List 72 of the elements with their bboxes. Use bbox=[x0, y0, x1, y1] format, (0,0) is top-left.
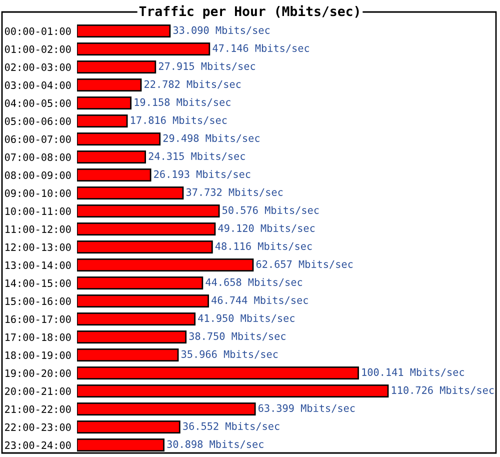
bar bbox=[77, 330, 187, 344]
bar bbox=[77, 42, 210, 56]
y-tick-label: 05:00-06:00 bbox=[4, 117, 71, 126]
data-label: 38.750 Mbits/sec bbox=[189, 332, 286, 341]
bar bbox=[77, 114, 128, 128]
y-tick-label: 06:00-07:00 bbox=[4, 135, 71, 144]
chart-title: Traffic per Hour (Mbits/sec) bbox=[139, 5, 359, 19]
data-label: 27.915 Mbits/sec bbox=[158, 62, 255, 71]
data-label: 48.116 Mbits/sec bbox=[215, 242, 312, 251]
y-tick-label: 18:00-19:00 bbox=[6, 351, 71, 360]
data-label: 50.576 Mbits/sec bbox=[222, 206, 319, 215]
bar bbox=[77, 384, 389, 398]
data-label: 46.744 Mbits/sec bbox=[212, 296, 308, 305]
y-tick-label: 15:00-16:00 bbox=[6, 297, 71, 306]
bar bbox=[77, 222, 216, 236]
bar bbox=[77, 96, 132, 110]
data-label: 35.966 Mbits/sec bbox=[181, 350, 278, 359]
bar bbox=[77, 240, 213, 254]
y-tick-label: 21:00-22:00 bbox=[5, 405, 71, 414]
y-tick-label: 03:00-04:00 bbox=[4, 81, 71, 90]
y-tick-label: 12:00-13:00 bbox=[6, 243, 71, 252]
bar bbox=[77, 78, 142, 92]
bar bbox=[77, 258, 254, 272]
y-tick-label: 13:00-14:00 bbox=[6, 261, 71, 270]
y-tick-label: 10:00-11:00 bbox=[6, 207, 71, 216]
y-tick-label: 09:00-10:00 bbox=[4, 189, 71, 198]
y-tick-label: 23:00-24:00 bbox=[5, 441, 71, 450]
data-label: 49.120 Mbits/sec bbox=[218, 224, 315, 233]
data-label: 37.732 Mbits/sec bbox=[186, 188, 283, 197]
y-tick-label: 04:00-05:00 bbox=[4, 99, 71, 108]
bar bbox=[77, 366, 359, 380]
data-label: 29.498 Mbits/sec bbox=[163, 134, 260, 143]
data-label: 110.726 Mbits/sec bbox=[392, 386, 494, 395]
data-label: 26.193 Mbits/sec bbox=[154, 170, 250, 179]
data-label: 47.146 Mbits/sec bbox=[212, 44, 310, 53]
bar bbox=[77, 168, 152, 182]
bar bbox=[77, 132, 161, 146]
data-label: 41.950 Mbits/sec bbox=[198, 314, 294, 323]
data-label: 22.782 Mbits/sec bbox=[144, 80, 241, 89]
y-tick-label: 17:00-18:00 bbox=[6, 333, 71, 342]
bar bbox=[77, 150, 146, 164]
data-label: 62.657 Mbits/sec bbox=[256, 260, 353, 269]
bar bbox=[77, 24, 171, 38]
data-label: 63.399 Mbits/sec bbox=[258, 404, 355, 413]
data-label: 33.090 Mbits/sec bbox=[173, 26, 270, 35]
bar bbox=[77, 312, 196, 326]
y-tick-label: 07:00-08:00 bbox=[4, 153, 71, 162]
y-tick-label: 01:00-02:00 bbox=[4, 45, 71, 54]
data-label: 100.141 Mbits/sec bbox=[362, 368, 464, 377]
bar bbox=[77, 294, 209, 308]
y-tick-label: 22:00-23:00 bbox=[5, 423, 71, 432]
bar bbox=[77, 204, 220, 218]
y-tick-label: 19:00-20:00 bbox=[6, 369, 71, 378]
y-tick-label: 08:00-09:00 bbox=[4, 171, 71, 180]
bar bbox=[77, 348, 179, 362]
bar bbox=[77, 420, 180, 434]
y-tick-label: 11:00-12:00 bbox=[6, 225, 71, 234]
data-label: 44.658 Mbits/sec bbox=[206, 278, 302, 287]
y-tick-label: 14:00-15:00 bbox=[6, 279, 71, 288]
data-label: 36.552 Mbits/sec bbox=[183, 422, 280, 431]
data-label: 19.158 Mbits/sec bbox=[134, 98, 230, 107]
y-tick-label: 20:00-21:00 bbox=[5, 387, 71, 396]
bar bbox=[77, 276, 204, 290]
bar bbox=[77, 60, 156, 74]
data-label: 24.315 Mbits/sec bbox=[148, 152, 245, 161]
y-tick-label: 02:00-03:00 bbox=[4, 63, 71, 72]
data-label: 17.816 Mbits/sec bbox=[131, 116, 227, 125]
y-tick-label: 00:00-01:00 bbox=[4, 27, 71, 36]
bar bbox=[77, 186, 184, 200]
bar bbox=[77, 402, 256, 416]
data-label: 30.898 Mbits/sec bbox=[167, 440, 264, 449]
y-tick-label: 16:00-17:00 bbox=[6, 315, 71, 324]
